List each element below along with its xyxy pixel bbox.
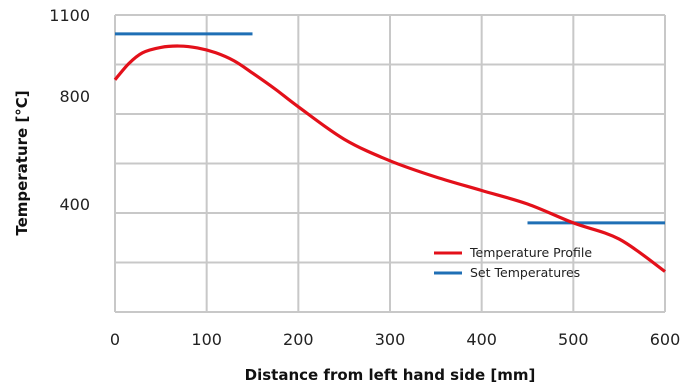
temperature-profile-line bbox=[113, 44, 666, 273]
vertical-gridlines bbox=[114, 15, 666, 312]
series-layer bbox=[113, 32, 666, 273]
legend-label-set-temperatures: Set Temperatures bbox=[470, 265, 580, 280]
x-axis-title: Distance from left hand side [mm] bbox=[245, 366, 536, 384]
y-tick-label: 400 bbox=[59, 195, 90, 214]
legend-label-temperature-profile: Temperature Profile bbox=[469, 245, 592, 260]
x-tick-label: 200 bbox=[283, 330, 314, 349]
x-tick-label: 400 bbox=[466, 330, 497, 349]
x-tick-label: 600 bbox=[650, 330, 681, 349]
y-tick-labels: 400 800 1100 bbox=[49, 6, 90, 214]
x-tick-label: 500 bbox=[558, 330, 589, 349]
x-tick-label: 100 bbox=[191, 330, 222, 349]
legend: Temperature Profile Set Temperatures bbox=[434, 245, 592, 280]
y-axis-title: Temperature [°C] bbox=[13, 90, 31, 235]
x-tick-label: 0 bbox=[110, 330, 120, 349]
x-tick-label: 300 bbox=[375, 330, 406, 349]
y-tick-label: 800 bbox=[59, 87, 90, 106]
x-tick-labels: 0 100 200 300 400 500 600 bbox=[110, 330, 680, 349]
y-tick-label: 1100 bbox=[49, 6, 90, 25]
